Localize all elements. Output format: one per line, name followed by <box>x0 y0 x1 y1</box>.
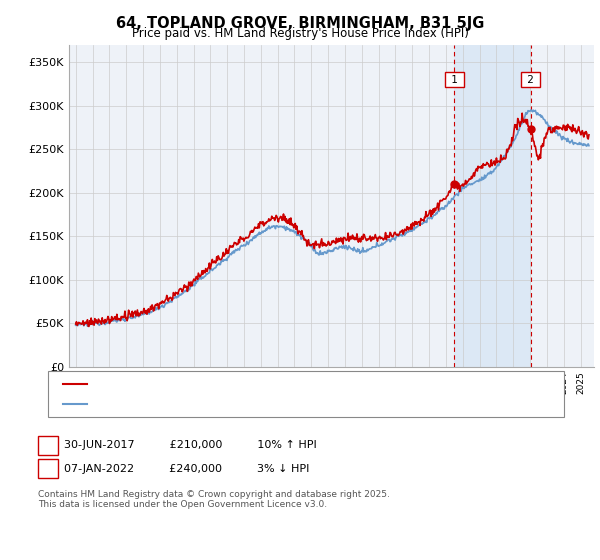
Text: Price paid vs. HM Land Registry's House Price Index (HPI): Price paid vs. HM Land Registry's House … <box>131 27 469 40</box>
Bar <box>454 45 530 367</box>
Text: HPI: Average price, semi-detached house, Birmingham: HPI: Average price, semi-detached house,… <box>90 399 376 409</box>
Text: 2: 2 <box>44 464 51 474</box>
Text: 1: 1 <box>448 74 461 85</box>
Text: 2: 2 <box>524 74 537 85</box>
Text: 64, TOPLAND GROVE, BIRMINGHAM, B31 5JG: 64, TOPLAND GROVE, BIRMINGHAM, B31 5JG <box>116 16 484 31</box>
Text: Contains HM Land Registry data © Crown copyright and database right 2025.
This d: Contains HM Land Registry data © Crown c… <box>38 490 389 510</box>
Text: 30-JUN-2017          £210,000          10% ↑ HPI: 30-JUN-2017 £210,000 10% ↑ HPI <box>64 440 316 450</box>
Text: 07-JAN-2022          £240,000          3% ↓ HPI: 07-JAN-2022 £240,000 3% ↓ HPI <box>64 464 309 474</box>
Text: 64, TOPLAND GROVE, BIRMINGHAM, B31 5JG (semi-detached house): 64, TOPLAND GROVE, BIRMINGHAM, B31 5JG (… <box>90 379 447 389</box>
Text: 1: 1 <box>44 440 51 450</box>
